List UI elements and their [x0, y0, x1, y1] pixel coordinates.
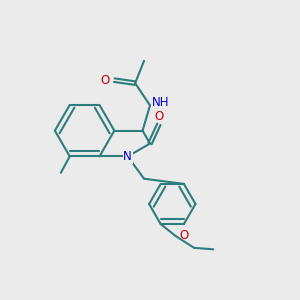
- Text: O: O: [101, 74, 110, 87]
- Text: NH: NH: [152, 96, 169, 109]
- Text: O: O: [179, 230, 188, 242]
- Text: O: O: [154, 110, 164, 123]
- Text: N: N: [123, 150, 132, 163]
